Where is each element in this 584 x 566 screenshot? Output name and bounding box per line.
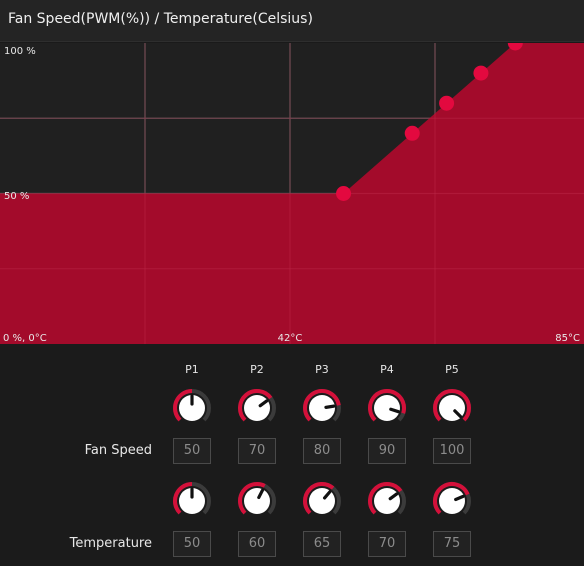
knob-pointer <box>454 494 465 502</box>
title-bar: Fan Speed(PWM(%)) / Temperature(Celsius) <box>0 0 584 42</box>
fan-speed-input-p4[interactable]: 90 <box>368 438 406 464</box>
knob-face <box>244 395 270 421</box>
knob-face <box>309 395 335 421</box>
fan-curve-area <box>0 43 584 344</box>
fan-speed-label: Fan Speed <box>84 443 152 458</box>
knob-face <box>439 488 465 514</box>
curve-point-p2[interactable] <box>404 125 420 141</box>
y-tick-label-50: 50 % <box>4 191 29 202</box>
column-label-p4: P4 <box>380 363 394 376</box>
knob-value-arc <box>238 389 273 422</box>
temperature-input-p4[interactable]: 70 <box>368 531 406 557</box>
knob-face <box>374 395 400 421</box>
column-label-p3: P3 <box>315 363 329 376</box>
column-label-p1: P1 <box>185 363 199 376</box>
knob-value-arc <box>303 389 341 422</box>
fan-curve-chart[interactable]: 100 % 50 % 0 %, 0°C 42°C 85°C <box>0 43 584 344</box>
fan-speed-input-p2[interactable]: 70 <box>238 438 276 464</box>
knob-face <box>374 488 400 514</box>
knob-pointer <box>324 404 336 409</box>
y-tick-label-100: 100 % <box>4 46 36 57</box>
x-tick-label-max: 85°C <box>555 333 580 344</box>
window-title: Fan Speed(PWM(%)) / Temperature(Celsius) <box>8 11 313 27</box>
curve-point-p3[interactable] <box>439 95 455 111</box>
knob-value-arc <box>238 482 266 515</box>
fan-speed-input-p3[interactable]: 80 <box>303 438 341 464</box>
knob-face <box>244 488 270 514</box>
knob-pointer <box>322 490 332 500</box>
knob-value-arc <box>433 389 471 422</box>
origin-label: 0 %, 0°C <box>3 333 47 344</box>
temperature-input-p5[interactable]: 75 <box>433 531 471 557</box>
temperature-knob-p4[interactable] <box>367 481 407 521</box>
temperature-knob-p3[interactable] <box>302 481 342 521</box>
knob-pointer <box>258 399 269 408</box>
knob-face <box>179 395 205 421</box>
fan-speed-knob-p2[interactable] <box>237 388 277 428</box>
knob-value-arc <box>368 482 403 515</box>
knob-value-arc <box>433 482 470 515</box>
knob-value-arc <box>368 389 406 422</box>
temperature-knob-p5[interactable] <box>432 481 472 521</box>
knob-value-arc <box>173 389 193 422</box>
knob-pointer <box>388 492 399 501</box>
knob-face <box>179 488 205 514</box>
temperature-input-p2[interactable]: 60 <box>238 531 276 557</box>
knob-pointer <box>453 409 463 419</box>
fan-speed-knob-p5[interactable] <box>432 388 472 428</box>
column-label-p5: P5 <box>445 363 459 376</box>
temperature-knob-p1[interactable] <box>172 481 212 521</box>
curve-point-p5[interactable] <box>507 43 523 51</box>
fan-speed-knob-p4[interactable] <box>367 388 407 428</box>
fan-control-panel <box>0 344 584 566</box>
temperature-input-p1[interactable]: 50 <box>173 531 211 557</box>
knob-pointer <box>257 488 265 500</box>
curve-point-p1[interactable] <box>336 186 352 201</box>
fan-speed-input-p5[interactable]: 100 <box>433 438 471 464</box>
column-label-p2: P2 <box>250 363 264 376</box>
knob-value-arc <box>173 482 193 515</box>
fan-speed-knob-p3[interactable] <box>302 388 342 428</box>
temperature-input-p3[interactable]: 65 <box>303 531 341 557</box>
knob-pointer <box>389 407 401 414</box>
fan-speed-input-p1[interactable]: 50 <box>173 438 211 464</box>
curve-point-p4[interactable] <box>473 65 489 81</box>
temperature-label: Temperature <box>69 536 152 551</box>
x-tick-label-mid: 42°C <box>278 333 303 344</box>
knob-value-arc <box>303 482 335 515</box>
fan-speed-knob-p1[interactable] <box>172 388 212 428</box>
temperature-knob-p2[interactable] <box>237 481 277 521</box>
